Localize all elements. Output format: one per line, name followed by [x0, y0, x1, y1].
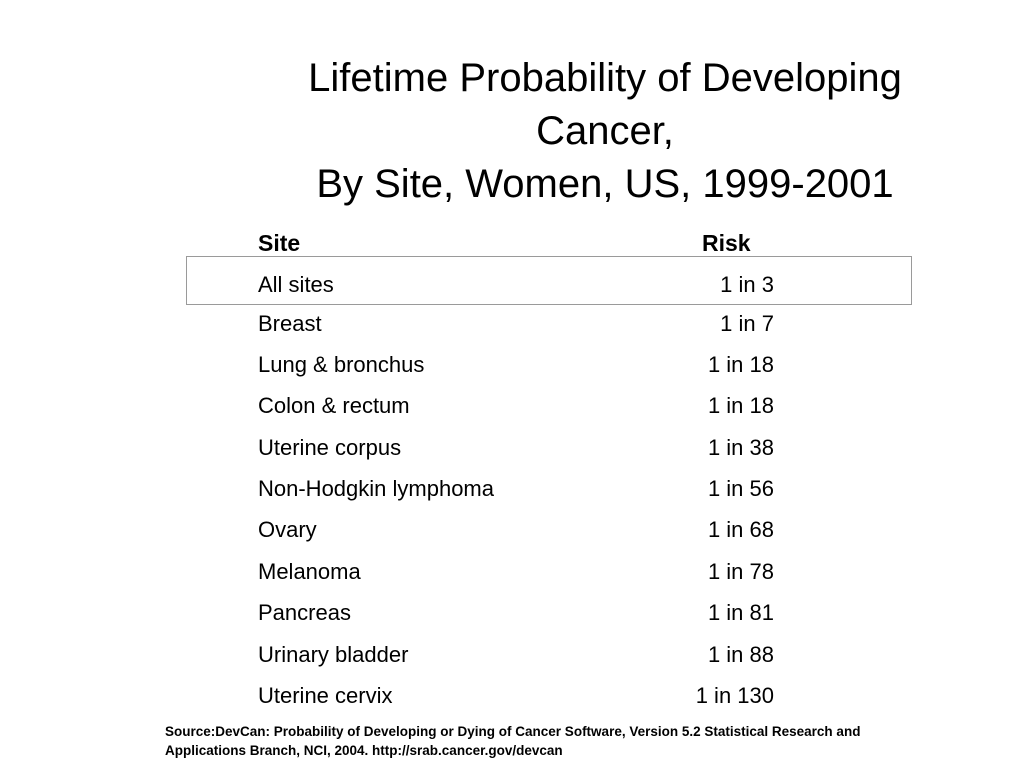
source-line-1: Source:DevCan: Probability of Developing… — [165, 724, 861, 739]
risk-cell: 1 in 88 — [707, 642, 774, 667]
source-note: Source:DevCan: Probability of Developing… — [165, 722, 995, 760]
table-row: Urinary bladder 1 in 88 — [0, 640, 1024, 670]
slide-title: Lifetime Probability of Developing Cance… — [265, 52, 945, 211]
risk-cell: 1 in 18 — [707, 352, 774, 377]
title-line-3: By Site, Women, US, 1999-2001 — [316, 162, 894, 206]
table-row: Non-Hodgkin lymphoma 1 in 56 — [0, 474, 1024, 504]
title-line-1: Lifetime Probability of Developing — [308, 56, 902, 100]
risk-cell: 1 in 68 — [707, 517, 774, 542]
risk-cell: 1 in 7 — [720, 311, 774, 336]
risk-cell: 1 in 81 — [707, 600, 774, 625]
site-cell: Ovary — [258, 517, 317, 542]
source-line-2: Applications Branch, NCI, 2004. http://s… — [165, 743, 563, 758]
site-cell: Uterine cervix — [258, 683, 393, 708]
site-cell: Pancreas — [258, 600, 351, 625]
table-row: Uterine corpus 1 in 38 — [0, 433, 1024, 463]
risk-cell: 1 in 38 — [707, 435, 774, 460]
table-row: Breast 1 in 7 — [0, 309, 1024, 339]
risk-cell: 1 in 78 — [707, 559, 774, 584]
site-cell: Melanoma — [258, 559, 361, 584]
site-cell: Uterine corpus — [258, 435, 402, 460]
site-cell: Non-Hodgkin lymphoma — [258, 476, 494, 501]
table-row: Colon & rectum 1 in 18 — [0, 391, 1024, 421]
title-line-2: Cancer, — [536, 109, 674, 153]
table-row: Uterine cervix 1 in 130 — [0, 681, 1024, 711]
site-cell: Urinary bladder — [258, 642, 409, 667]
site-cell: Colon & rectum — [258, 393, 410, 418]
all-sites-highlight-box — [186, 256, 912, 305]
site-cell: All sites — [258, 272, 334, 297]
risk-column-header: Risk — [702, 230, 751, 256]
table-row: Melanoma 1 in 78 — [0, 557, 1024, 587]
site-column-header: Site — [258, 230, 301, 256]
site-cell: Lung & bronchus — [258, 352, 425, 377]
risk-cell: 1 in 18 — [707, 393, 774, 418]
table-row: Ovary 1 in 68 — [0, 515, 1024, 545]
risk-cell: 1 in 3 — [720, 272, 774, 297]
table-row: Pancreas 1 in 81 — [0, 598, 1024, 628]
risk-cell: 1 in 130 — [695, 683, 774, 708]
site-cell: Breast — [258, 311, 322, 336]
risk-cell: 1 in 56 — [707, 476, 774, 501]
table-row: Lung & bronchus 1 in 18 — [0, 350, 1024, 380]
table-row: All sites 1 in 3 — [0, 270, 1024, 300]
